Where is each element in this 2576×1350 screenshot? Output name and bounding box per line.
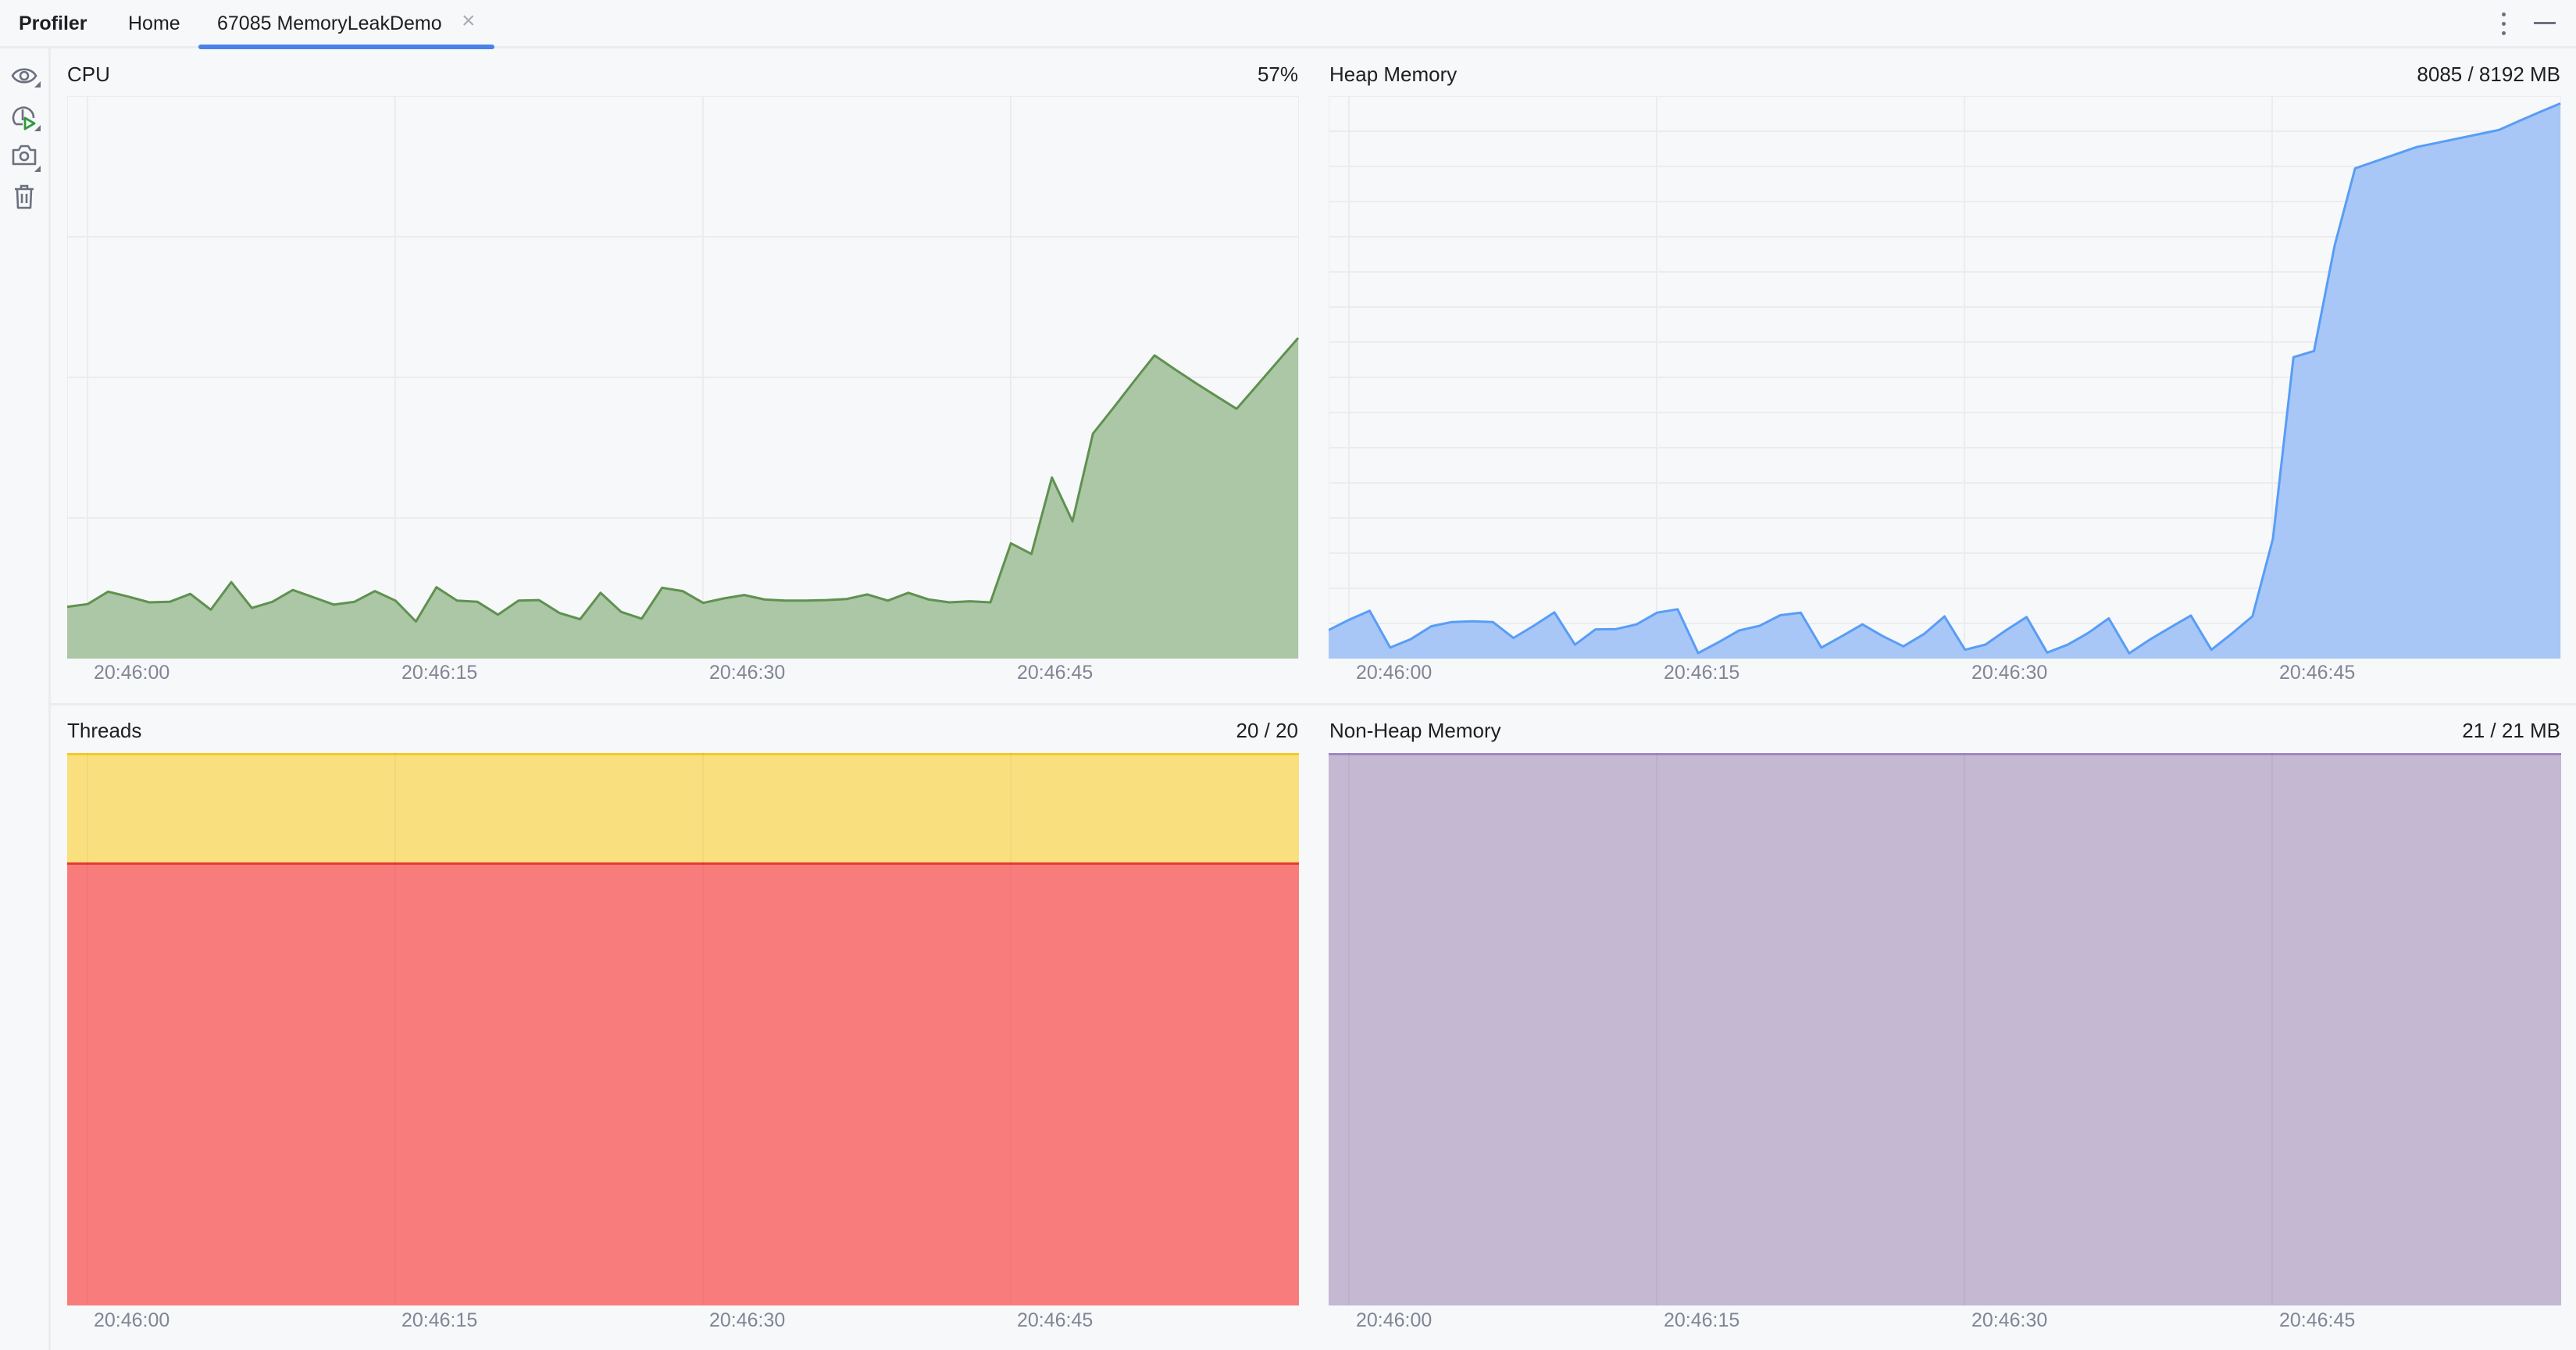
nonheap-xtick: 20:46:15 <box>1664 1309 1740 1331</box>
nonheap-chart <box>1329 753 2561 1305</box>
trash-icon[interactable] <box>9 181 41 212</box>
profile-run-icon[interactable] <box>9 102 41 133</box>
threads-xtick: 20:46:15 <box>401 1309 478 1331</box>
heap-chart <box>1329 96 2561 659</box>
tab-memory-leak-demo[interactable]: 67085 MemoryLeakDemo <box>217 12 442 34</box>
heap-xtick: 20:46:00 <box>1356 662 1432 684</box>
heap-title: Heap Memory <box>1329 62 1457 86</box>
threads-xtick: 20:46:45 <box>1017 1309 1094 1331</box>
kebab-menu-icon[interactable] <box>2496 11 2512 38</box>
active-tab-indicator <box>198 45 494 49</box>
tab-home[interactable]: Home <box>128 12 180 34</box>
threads-chart <box>67 753 1299 1305</box>
heap-value: 8085 / 8192 MB <box>2417 62 2560 86</box>
close-icon[interactable]: × <box>462 8 476 34</box>
minimize-icon[interactable] <box>2534 22 2556 24</box>
profiler-toolbar <box>0 48 51 1350</box>
nonheap-xtick: 20:46:45 <box>2279 1309 2356 1331</box>
cpu-xtick: 20:46:30 <box>709 662 786 684</box>
camera-snapshot-icon[interactable] <box>9 141 41 172</box>
threads-title: Threads <box>67 719 142 742</box>
cpu-chart <box>67 96 1299 659</box>
cpu-title: CPU <box>67 62 110 86</box>
row-divider <box>51 703 2576 705</box>
threads-xtick: 20:46:30 <box>709 1309 786 1331</box>
heap-xtick: 20:46:15 <box>1664 662 1740 684</box>
cpu-xtick: 20:46:00 <box>94 662 170 684</box>
heap-xtick: 20:46:30 <box>1971 662 2048 684</box>
cpu-xtick: 20:46:15 <box>401 662 478 684</box>
cpu-xtick: 20:46:45 <box>1017 662 1094 684</box>
nonheap-title: Non-Heap Memory <box>1329 719 1501 742</box>
threads-xtick: 20:46:00 <box>94 1309 170 1331</box>
heap-xtick: 20:46:45 <box>2279 662 2356 684</box>
tab-bar: Profiler Home 67085 MemoryLeakDemo × <box>0 0 2576 49</box>
app-title: Profiler <box>19 12 87 34</box>
nonheap-value: 21 / 21 MB <box>2462 719 2560 742</box>
nonheap-xtick: 20:46:30 <box>1971 1309 2048 1331</box>
nonheap-xtick: 20:46:00 <box>1356 1309 1432 1331</box>
eye-icon[interactable] <box>9 61 41 92</box>
cpu-value: 57% <box>1257 62 1298 86</box>
threads-value: 20 / 20 <box>1236 719 1298 742</box>
